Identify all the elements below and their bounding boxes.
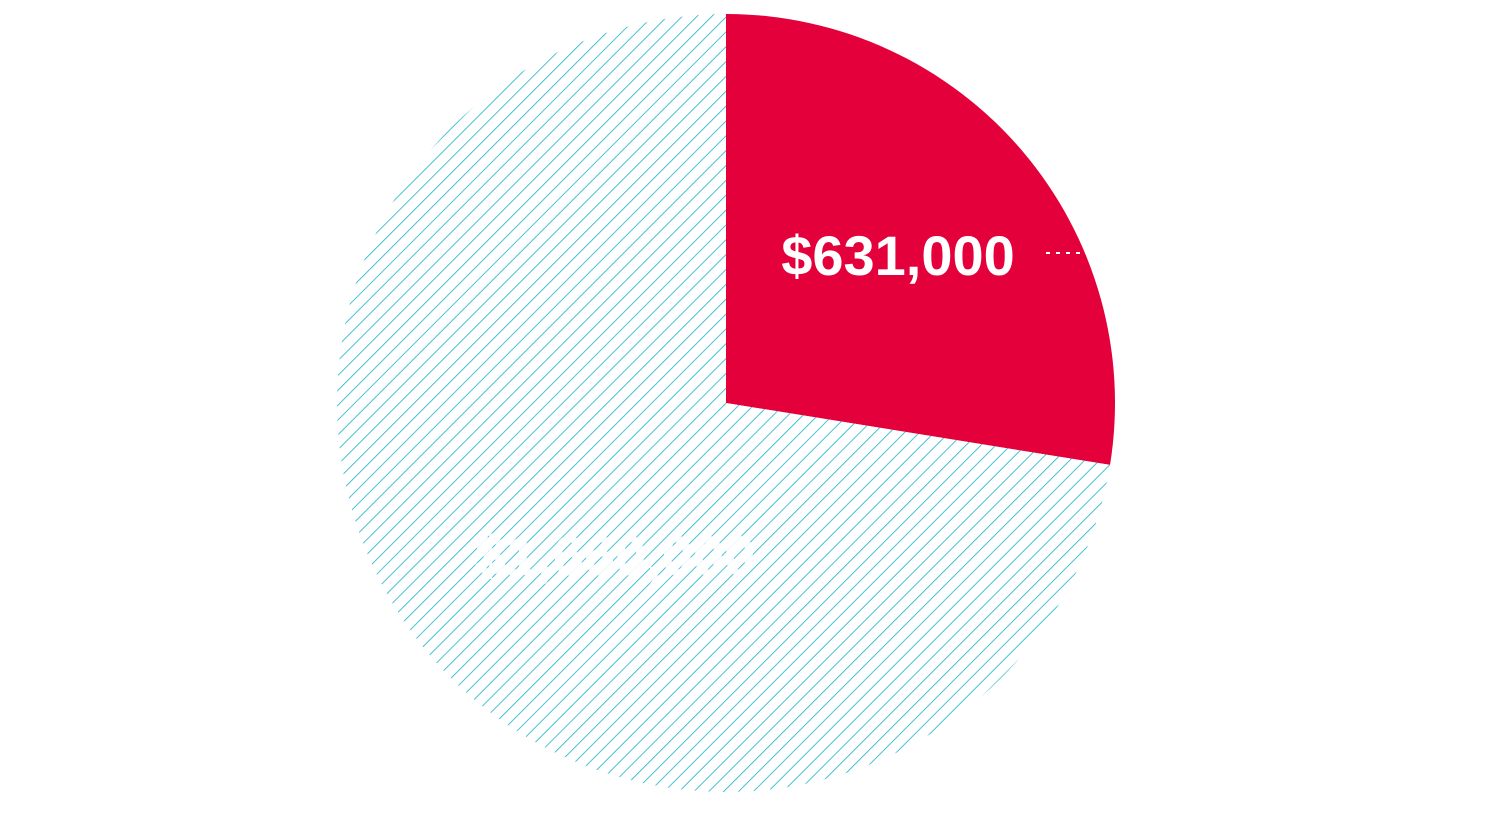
slices-layer [337, 14, 1115, 793]
labels-layer: $631,000 $1,660,000 [475, 224, 1080, 587]
pie-slice-label-2: $1,660,000 [475, 524, 755, 587]
pie-slice-label-1: $631,000 [781, 224, 1015, 287]
pie-slice-1 [726, 14, 1115, 465]
pie-slice-2 [337, 14, 1111, 793]
